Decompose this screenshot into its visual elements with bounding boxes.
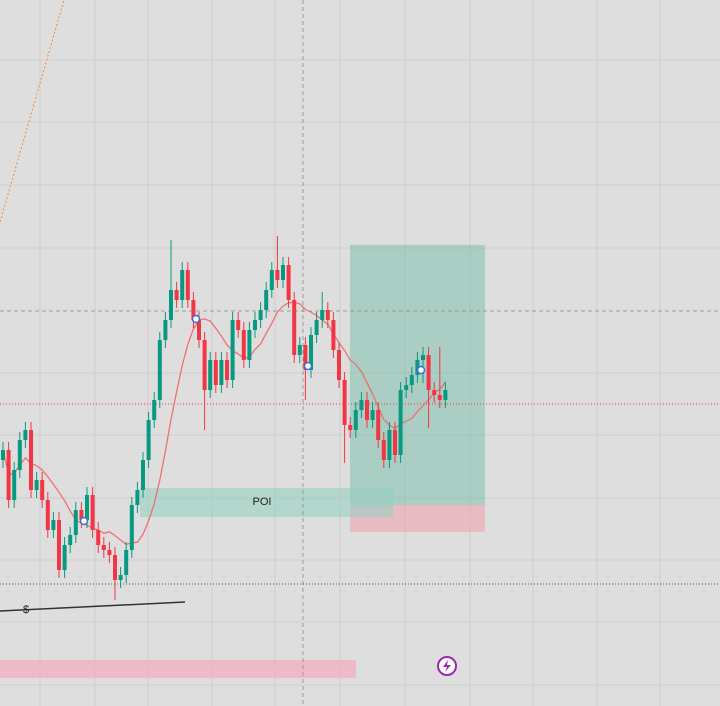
candle-body [40, 480, 45, 500]
candle-body [225, 360, 229, 380]
candle-body [342, 380, 347, 425]
candle-body [68, 535, 73, 545]
candle-body [62, 545, 67, 570]
candle-body [348, 425, 353, 430]
candle-body [169, 290, 173, 320]
candle-body [437, 395, 442, 400]
candle-body [208, 360, 213, 390]
candle-body [101, 545, 106, 550]
candle-body [202, 340, 207, 390]
candle-body [124, 550, 129, 575]
candles [1, 236, 448, 600]
trend-line [0, 0, 65, 223]
candle-body [157, 340, 162, 400]
candle-body [432, 390, 437, 395]
zone [0, 660, 356, 678]
candle-body [12, 470, 17, 500]
candle-body [443, 390, 448, 400]
candle-body [107, 550, 112, 555]
candle-body [376, 410, 381, 440]
icon[interactable] [437, 656, 457, 676]
candle-body [174, 290, 179, 300]
candle-body [314, 320, 319, 335]
poi-zone [140, 488, 393, 517]
candle-body [141, 460, 145, 490]
candle-body [34, 480, 39, 490]
candle-body [185, 270, 190, 300]
candle-body [241, 330, 246, 360]
icon-bolt[interactable] [443, 660, 451, 672]
candle-body [415, 360, 420, 375]
candle-body [421, 355, 425, 360]
candle-body [297, 345, 302, 355]
marker [79, 516, 89, 526]
candle-body [409, 375, 414, 385]
candle-body [404, 385, 409, 390]
candle-body [359, 400, 364, 410]
candle-body [258, 310, 263, 320]
candle-body [146, 420, 151, 460]
candle-body [269, 270, 274, 290]
candle-body [6, 450, 11, 500]
candle-body [118, 575, 123, 580]
candle-body [398, 390, 403, 455]
liquidity-line [0, 601, 186, 612]
candle-body [197, 320, 201, 340]
candle-body [230, 320, 235, 380]
candle-body [213, 360, 218, 385]
candle-body [353, 410, 358, 430]
candle-body [23, 430, 28, 440]
candle-body [152, 400, 157, 420]
candle-body [113, 555, 117, 580]
candle-body [370, 410, 375, 420]
candle-body [387, 430, 392, 460]
candle-body [320, 310, 325, 320]
candle-body [191, 300, 196, 320]
candle-body [73, 510, 78, 535]
candle-body [85, 495, 89, 520]
candle-body [264, 290, 269, 310]
marker [191, 314, 201, 324]
candle-body [1, 450, 5, 460]
candle-body [29, 430, 33, 490]
candle-body [337, 350, 341, 380]
candle-body [236, 320, 241, 330]
candle-body [219, 360, 224, 385]
candle-body [57, 520, 61, 570]
candle-body [135, 490, 140, 505]
candle-body [292, 300, 297, 355]
candle-body [331, 320, 336, 350]
candle-body [253, 320, 257, 330]
candle-body [309, 335, 313, 370]
candle-body [381, 440, 386, 460]
candle-body [51, 520, 56, 530]
poi-label: POI [253, 496, 272, 508]
candle-body [426, 355, 431, 390]
candle-body [275, 270, 280, 280]
candle-body [303, 345, 308, 370]
candle-body [180, 270, 185, 300]
candle-body [79, 510, 84, 520]
candle-body [325, 310, 330, 320]
candle-body [393, 430, 397, 455]
candle-body [365, 400, 369, 420]
candle-body [286, 265, 291, 300]
marker [303, 361, 313, 371]
candle-body [247, 330, 252, 360]
candle-body [96, 530, 101, 545]
candle-body [281, 265, 285, 280]
candle-body [17, 440, 22, 470]
marker [416, 365, 426, 375]
candle-body [90, 495, 95, 530]
candle-body [129, 505, 134, 550]
liquidity-label: $ [23, 604, 29, 616]
candle-body [163, 320, 168, 340]
candle-body [45, 500, 50, 530]
